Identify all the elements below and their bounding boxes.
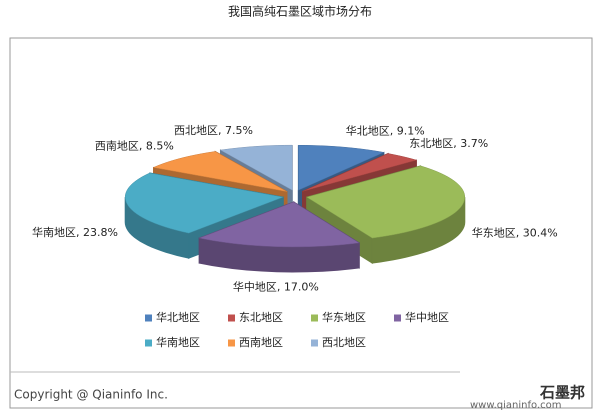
legend-label: 西北地区 bbox=[322, 336, 366, 349]
chart-title: 我国高纯石墨区域市场分布 bbox=[228, 4, 372, 19]
pie-slice bbox=[219, 144, 293, 191]
legend-label: 华北地区 bbox=[156, 310, 200, 324]
pie-slice bbox=[302, 153, 418, 192]
data-label: 西南地区, 8.5% bbox=[95, 139, 174, 152]
watermark-url: www.qianinfo.com bbox=[470, 400, 562, 411]
pie-slice bbox=[152, 151, 288, 192]
legend-swatch bbox=[145, 339, 152, 347]
legend-label: 华南地区 bbox=[156, 335, 200, 349]
data-label: 西北地区, 7.5% bbox=[174, 124, 253, 137]
legend-label: 东北地区 bbox=[239, 311, 283, 324]
pie-slice bbox=[124, 172, 285, 234]
legend-swatch bbox=[145, 314, 152, 322]
legend-label: 华东地区 bbox=[322, 310, 366, 324]
legend-swatch bbox=[311, 314, 318, 322]
data-label: 华中地区, 17.0% bbox=[233, 280, 319, 294]
pie-slice bbox=[298, 144, 385, 191]
chart-frame bbox=[9, 37, 593, 409]
pie-slice bbox=[306, 165, 466, 239]
legend-swatch bbox=[228, 314, 235, 322]
pie-slice bbox=[198, 201, 360, 248]
legend-swatch bbox=[311, 339, 318, 347]
legend-swatch bbox=[228, 339, 235, 347]
data-label: 东北地区, 3.7% bbox=[409, 137, 488, 150]
data-label: 华北地区, 9.1% bbox=[346, 124, 425, 138]
watermark: 石墨邦 bbox=[539, 384, 585, 402]
legend-label: 华中地区 bbox=[405, 310, 449, 324]
legend-swatch bbox=[394, 314, 401, 322]
data-label: 华东地区, 30.4% bbox=[472, 226, 558, 240]
legend-label: 西南地区 bbox=[239, 336, 283, 349]
data-label: 华南地区, 23.8% bbox=[32, 225, 118, 239]
pie bbox=[124, 144, 466, 273]
copyright: Copyright @ Qianinfo Inc. bbox=[14, 388, 168, 402]
